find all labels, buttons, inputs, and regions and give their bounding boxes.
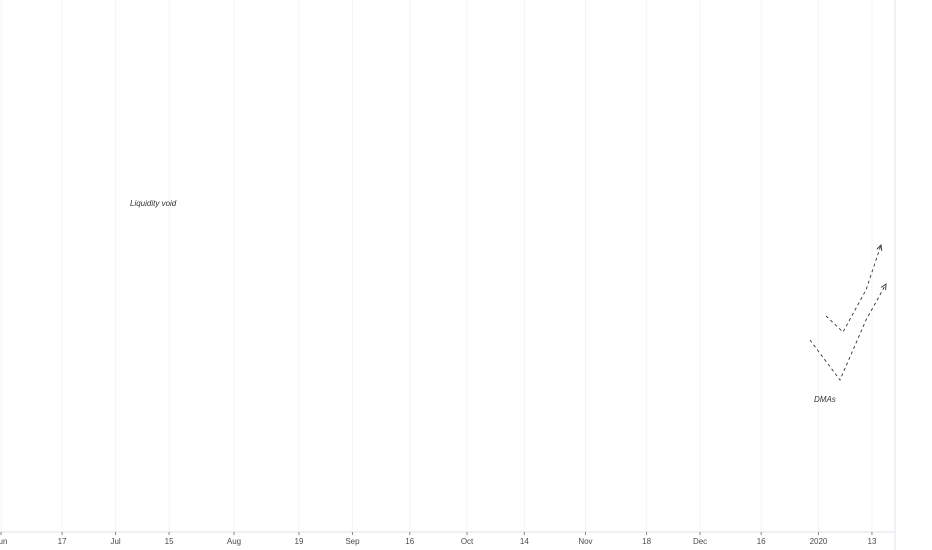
time-tick-label: Jun [0,537,7,546]
time-tick-label: 15 [165,537,174,546]
projection-arrow-2 [809,283,887,381]
time-tick-label: 18 [642,537,651,546]
time-tick-label: 14 [520,537,529,546]
projection-arrows [809,244,887,381]
time-tick-label: Aug [227,537,241,546]
time-tick-label: Jul [110,537,120,546]
note-2: DMAs [814,395,836,404]
time-tick-label: 17 [58,537,67,546]
time-tick-label: Oct [461,537,474,546]
price-axis[interactable]: 0.000004200.000005000.000005800.00000660… [894,0,932,550]
time-tick-label: Sep [345,537,360,546]
time-tick-label: Nov [578,537,592,546]
projection-arrow-1-head [876,244,883,252]
time-axis[interactable]: Jun 17 Jul 15 Aug 19 Sep 16 Oct 14 Nov 18 Dec 16 2020 1… [0,531,895,546]
grid [0,0,873,532]
time-tick-label: Dec [693,537,707,546]
projection-arrow-2-head [880,283,887,291]
time-tick-label: 13 [868,537,877,546]
time-tick-label: 16 [405,537,414,546]
time-tick-label: 16 [757,537,766,546]
time-tick-label: 19 [295,537,304,546]
notes: Liquidity void DMAs [130,199,836,404]
time-tick-label: 2020 [810,537,828,546]
note-1: Liquidity void [130,199,177,208]
